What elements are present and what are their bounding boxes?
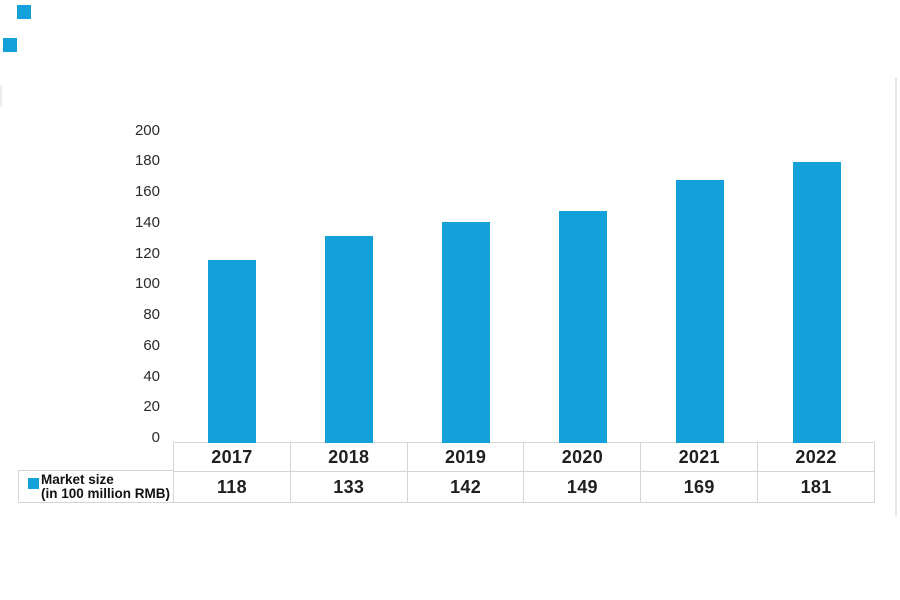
y-axis-tick-160: 160 (134, 183, 160, 200)
y-axis-tick-140: 140 (134, 214, 160, 231)
year-cell-2021: 2021 (640, 443, 757, 471)
value-cell-2021: 169 (640, 472, 757, 502)
legend-label: Market size (in 100 million RMB) (41, 473, 170, 501)
year-cell-2020: 2020 (523, 443, 640, 471)
stray-legend-marker-2-icon (3, 38, 17, 52)
y-axis-tick-100: 100 (134, 275, 160, 292)
legend-box: Market size (in 100 million RMB) (18, 470, 174, 503)
value-cell-2019: 142 (406, 472, 524, 502)
legend-label-line1: Market size (41, 472, 114, 487)
legend-swatch-icon (28, 478, 39, 489)
y-axis-tick-0: 0 (151, 429, 160, 446)
value-cell-2017: 118 (216, 476, 247, 497)
bar-2019 (442, 222, 490, 443)
bar-2020 (559, 211, 607, 443)
bar-2018 (325, 236, 373, 443)
y-axis-tick-120: 120 (134, 245, 160, 262)
year-cell-2019: 2019 (406, 443, 524, 471)
value-cell-2018: 133 (289, 472, 407, 502)
frame-left-artifact (0, 85, 2, 107)
y-axis-tick-60: 60 (143, 337, 160, 354)
legend-label-line2: (in 100 million RMB) (41, 486, 171, 501)
value-cell-2020: 149 (523, 472, 640, 502)
y-axis-tick-80: 80 (143, 306, 160, 323)
y-axis-tick-40: 40 (143, 368, 160, 385)
table-row-values: 118 133 142 149 169 181 (173, 471, 875, 503)
table-row-years: 2017 2018 2019 2020 2021 2022 (173, 442, 875, 472)
year-cell-2022: 2022 (757, 443, 874, 471)
stray-legend-marker-1-icon (17, 5, 31, 19)
bar-2022 (793, 162, 841, 443)
y-axis-tick-20: 20 (143, 398, 160, 415)
bar-2017 (208, 260, 256, 443)
frame-right-border (895, 78, 897, 516)
bar-2021 (676, 180, 724, 443)
year-cell-2017: 2017 (211, 446, 253, 467)
value-cell-2022: 181 (757, 472, 874, 502)
y-axis-tick-180: 180 (134, 152, 160, 169)
year-cell-2018: 2018 (289, 443, 407, 471)
y-axis-tick-200: 200 (134, 122, 160, 139)
